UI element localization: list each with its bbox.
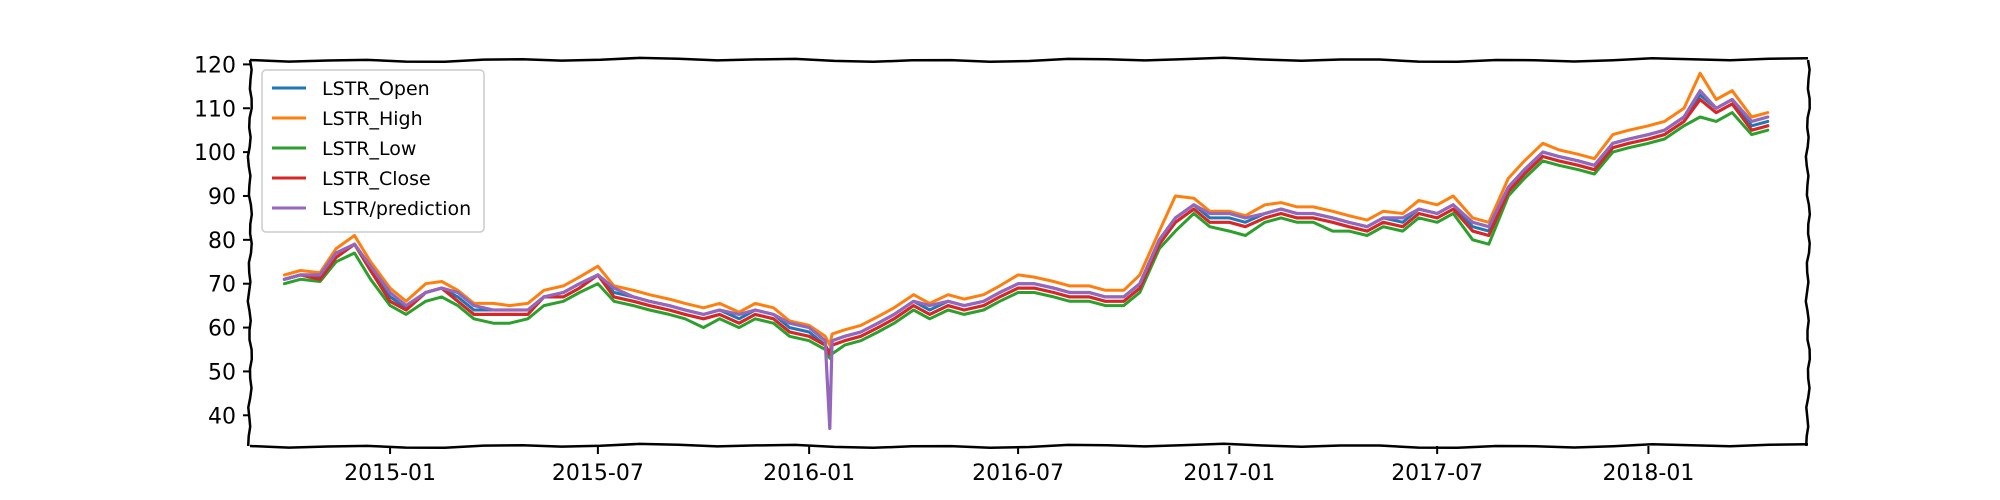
x-tick-label: 2015-01 bbox=[344, 461, 436, 486]
x-tick-label: 2016-07 bbox=[972, 461, 1064, 486]
y-tick-label: 90 bbox=[208, 185, 236, 210]
y-tick-label: 80 bbox=[208, 229, 236, 254]
legend-label-lstr-low: LSTR_Low bbox=[322, 138, 416, 160]
x-tick-label: 2017-01 bbox=[1183, 461, 1275, 486]
axis-spine-right bbox=[1804, 59, 1812, 447]
y-tick-label: 40 bbox=[208, 404, 236, 429]
series-line-lstr-high bbox=[282, 71, 1770, 347]
legend-box bbox=[261, 69, 485, 233]
x-axis: 2015-01 2015-07 2016-01 2016-07 2017-01 2017-… bbox=[344, 446, 1694, 486]
y-tick-label: 100 bbox=[194, 141, 236, 166]
y-tick-label: 120 bbox=[194, 53, 236, 78]
y-tick-label: 110 bbox=[194, 97, 236, 122]
axis-spine-top bbox=[249, 56, 1809, 64]
y-tick-label: 60 bbox=[208, 317, 236, 342]
x-tick-label: 2015-07 bbox=[552, 461, 644, 486]
y-tick-label: 50 bbox=[208, 360, 236, 385]
y-axis: 40 50 60 70 80 90 100 110 120 bbox=[194, 53, 250, 429]
x-tick-label: 2017-07 bbox=[1391, 461, 1483, 486]
series-layer bbox=[282, 71, 1770, 431]
legend-label-lstr-high: LSTR_High bbox=[322, 108, 423, 130]
y-tick-label: 70 bbox=[208, 273, 236, 298]
legend-label-lstr-prediction: LSTR/prediction bbox=[322, 198, 471, 220]
axis-spine-bottom bbox=[249, 442, 1809, 450]
axes-frame bbox=[246, 56, 1812, 450]
legend-label-lstr-open: LSTR_Open bbox=[322, 78, 430, 100]
legend-label-lstr-close: LSTR_Close bbox=[322, 168, 431, 190]
axis-spine-left bbox=[246, 59, 254, 447]
legend: LSTR_Open LSTR_High LSTR_Low LSTR_Close LSTR… bbox=[261, 69, 485, 233]
series-line-lstr-low bbox=[282, 111, 1770, 360]
series-line-lstr-prediction bbox=[282, 89, 1770, 431]
series-line-lstr-close bbox=[282, 97, 1770, 356]
x-tick-label: 2018-01 bbox=[1602, 461, 1694, 486]
x-tick-label: 2016-01 bbox=[763, 461, 855, 486]
